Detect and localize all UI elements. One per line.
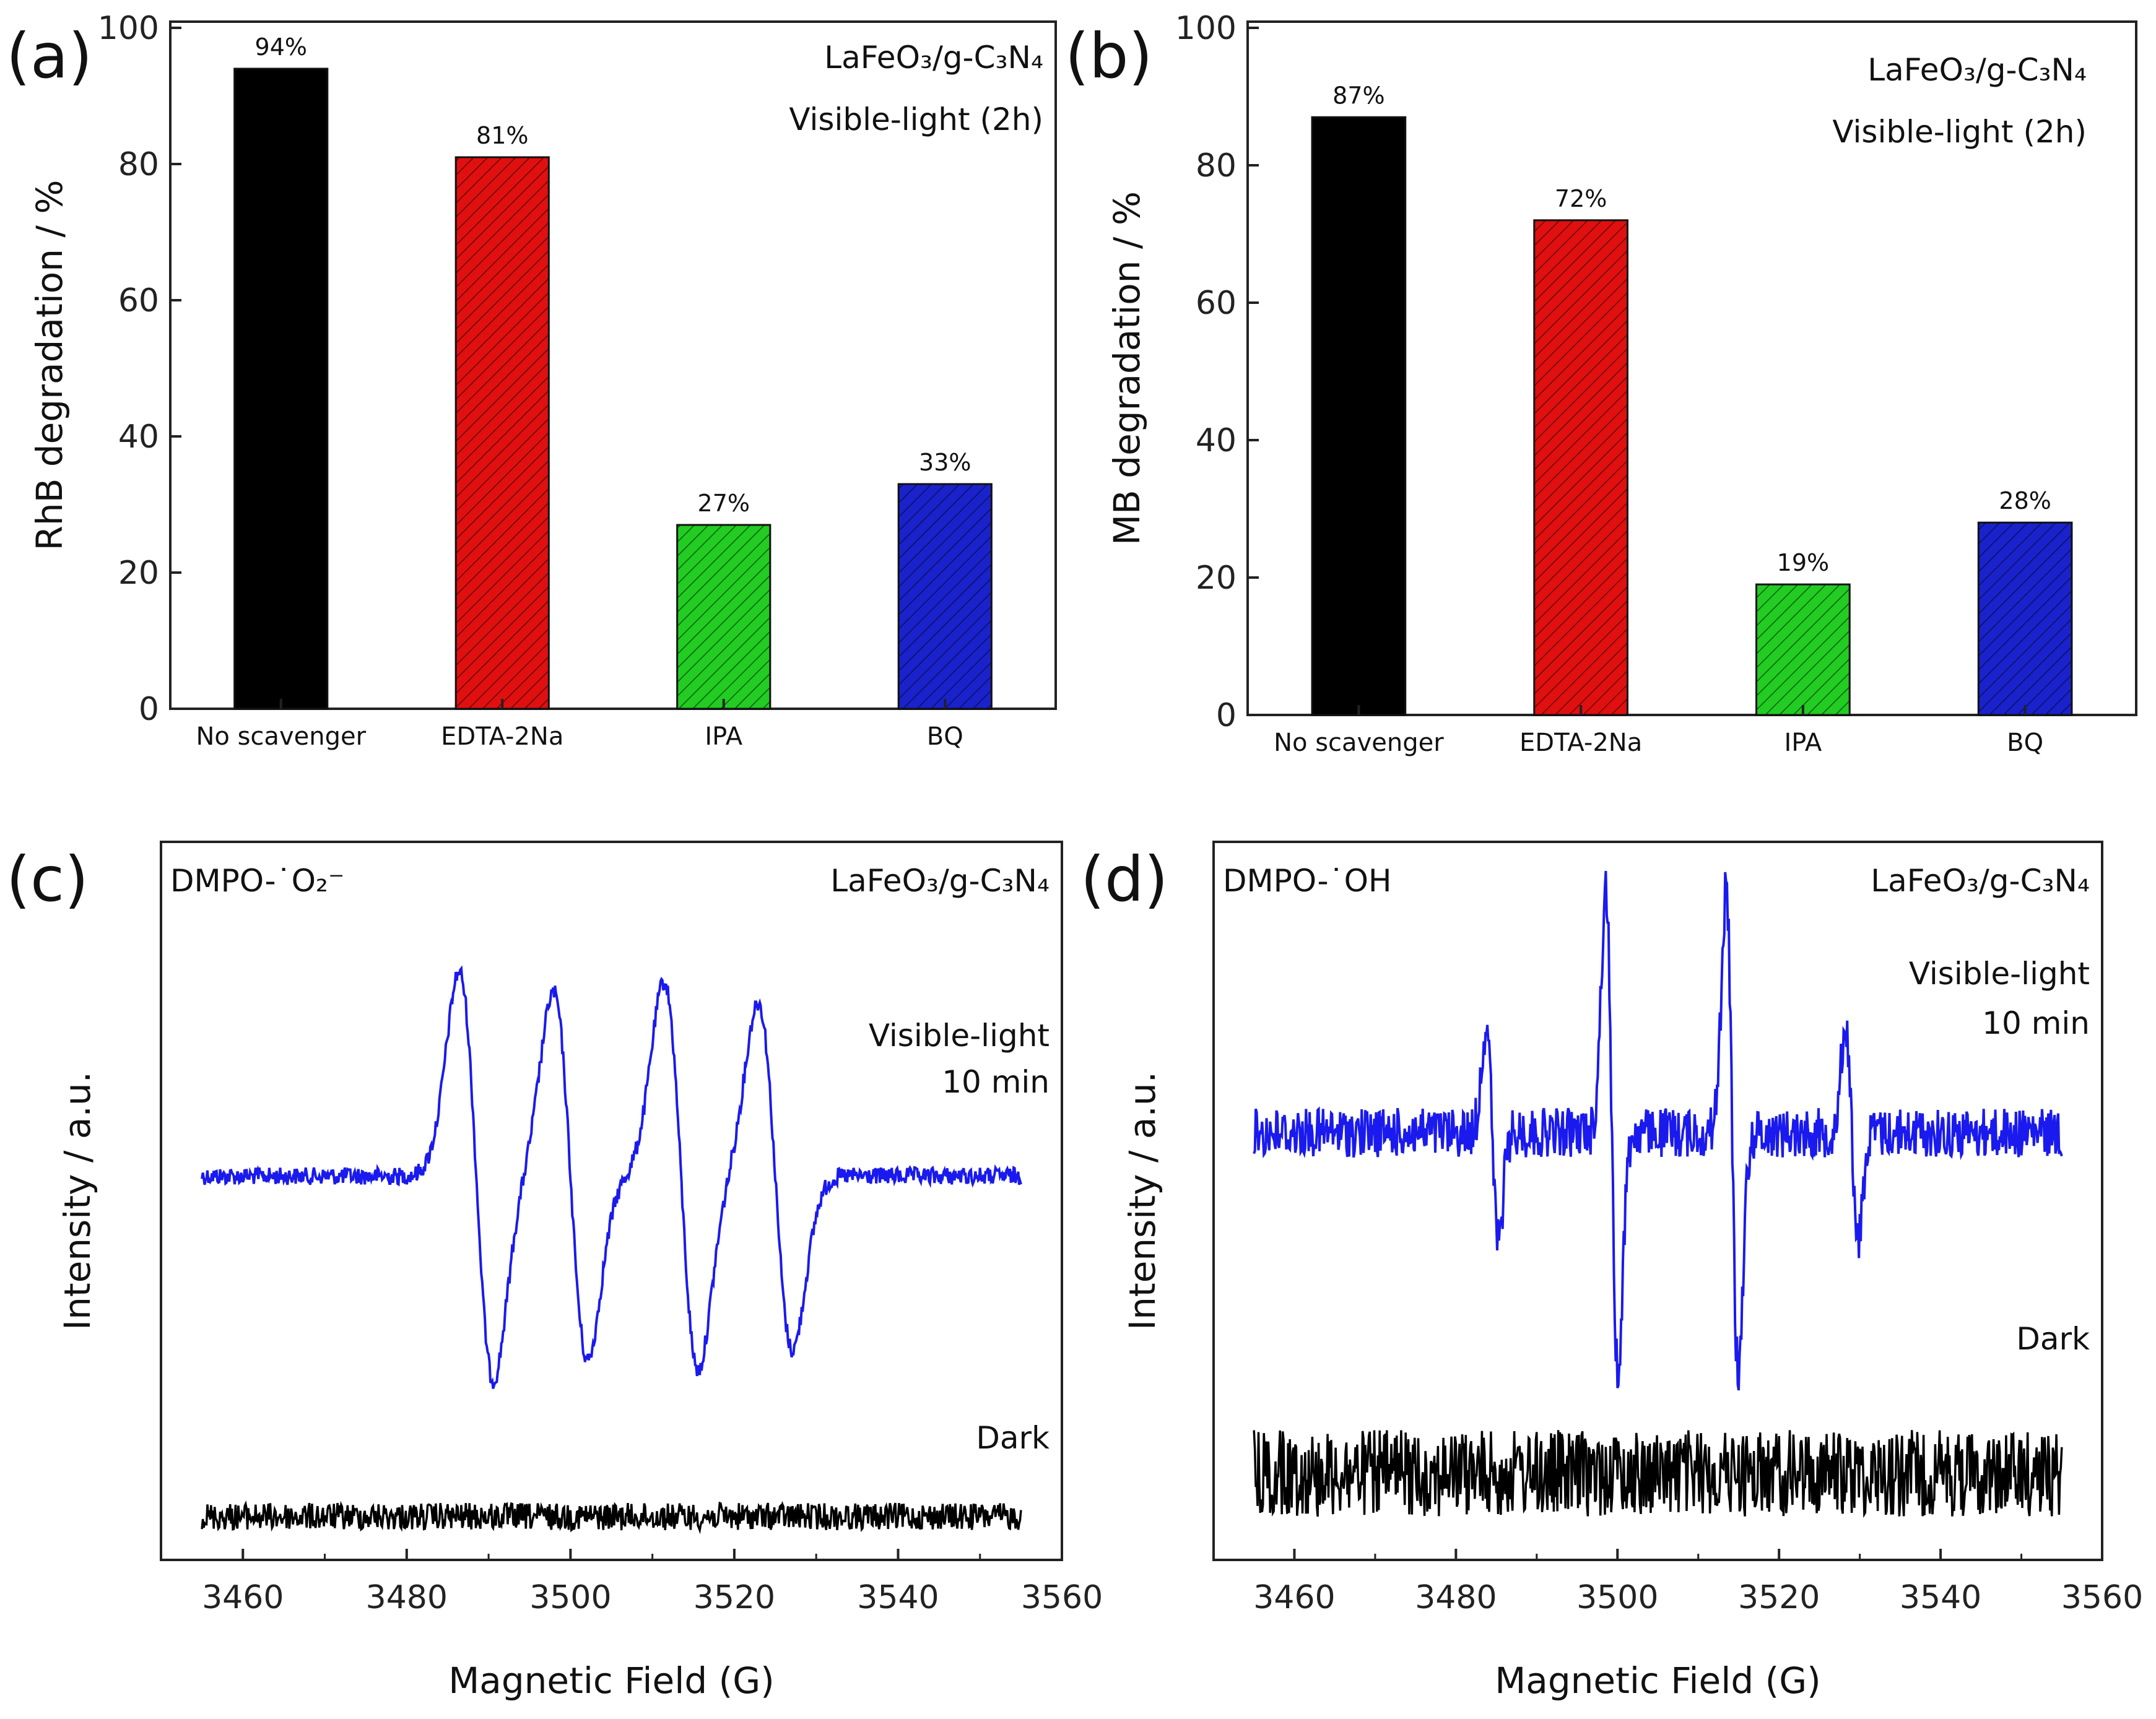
panel-label: (b) bbox=[1065, 20, 1153, 92]
spectrum-visible-light bbox=[1253, 870, 2063, 1391]
spectrum-dark bbox=[201, 1500, 1022, 1535]
x-category-label: EDTA-2Na bbox=[1519, 729, 1642, 757]
x-tick-label: 3480 bbox=[366, 1579, 448, 1616]
x-category-label: No scavenger bbox=[196, 722, 366, 751]
y-tick-label: 80 bbox=[118, 146, 159, 183]
dark-annotation: Dark bbox=[976, 1420, 1050, 1456]
y-tick-label: 40 bbox=[1196, 422, 1237, 459]
species-label: DMPO-˙OH bbox=[1223, 863, 1392, 899]
bar-data-label: 94% bbox=[255, 33, 307, 61]
time-annotation: 10 min bbox=[942, 1064, 1050, 1100]
y-axis-title: MB degradation / % bbox=[1106, 191, 1148, 545]
species-label: DMPO-˙O₂⁻ bbox=[170, 863, 344, 899]
x-category-label: BQ bbox=[2007, 729, 2043, 757]
x-tick-label: 3560 bbox=[2061, 1579, 2143, 1616]
y-tick-label: 0 bbox=[139, 691, 159, 728]
x-category-label: IPA bbox=[1784, 729, 1822, 757]
x-axis-title: Magnetic Field (G) bbox=[1495, 1660, 1821, 1702]
panel-d: (d) 3460 3480 3500 3520 3540 3560 Magnetic Fiel… bbox=[1080, 841, 2143, 1702]
bar-edta-2na bbox=[1533, 219, 1628, 716]
condition-annotation: Visible-light (2h) bbox=[789, 102, 1043, 137]
panel-a: (a) 0 20 40 60 80 100 RhB degradation / % 94% No … bbox=[6, 10, 1057, 751]
spectrum-visible-light bbox=[201, 965, 1022, 1389]
panel-label: (c) bbox=[6, 843, 89, 916]
y-tick-label: 100 bbox=[1175, 10, 1237, 47]
x-tick-label: 3520 bbox=[1738, 1579, 1820, 1616]
y-tick-label: 60 bbox=[118, 282, 159, 319]
y-tick-label: 80 bbox=[1196, 147, 1237, 184]
bar-bq bbox=[897, 483, 993, 710]
plot-frame bbox=[1212, 841, 2103, 1561]
x-tick-label: 3560 bbox=[1021, 1579, 1103, 1616]
y-tick-label: 20 bbox=[118, 555, 159, 592]
y-tick-label: 0 bbox=[1216, 697, 1237, 734]
light-annotation: Visible-light bbox=[869, 1018, 1050, 1054]
y-axis-title: Intensity / a.u. bbox=[56, 1072, 98, 1330]
y-tick-label: 20 bbox=[1196, 560, 1237, 597]
plot-frame bbox=[160, 841, 1063, 1561]
x-tick-label: 3500 bbox=[529, 1579, 611, 1616]
sample-annotation: LaFeO₃/g-C₃N₄ bbox=[824, 40, 1043, 76]
sample-annotation: LaFeO₃/g-C₃N₄ bbox=[830, 863, 1050, 899]
bar-data-label: 87% bbox=[1332, 82, 1384, 109]
x-tick-label: 3460 bbox=[1253, 1579, 1335, 1616]
bar-data-label: 27% bbox=[698, 490, 750, 517]
time-annotation: 10 min bbox=[1982, 1005, 2090, 1041]
plot-frame bbox=[1246, 20, 2137, 716]
bar-no-scavenger bbox=[233, 67, 329, 710]
x-tick-label: 3540 bbox=[857, 1579, 939, 1616]
bar-no-scavenger bbox=[1311, 116, 1407, 716]
spectrum-dark bbox=[1253, 1430, 2063, 1518]
panel-b: (b) 0 20 40 60 80 100 MB degradation / % 87% No s… bbox=[1065, 10, 2137, 757]
bar-bq bbox=[1977, 521, 2073, 716]
bar-ipa bbox=[676, 524, 772, 710]
bar-data-label: 81% bbox=[476, 122, 528, 149]
bar-data-label: 33% bbox=[919, 449, 971, 476]
x-tick-label: 3500 bbox=[1576, 1579, 1658, 1616]
panel-c: (c) 3460 3480 3500 3520 3540 3560 Magnetic Fiel… bbox=[6, 841, 1103, 1702]
y-axis-title: Intensity / a.u. bbox=[1121, 1072, 1163, 1330]
panel-label: (a) bbox=[6, 20, 92, 92]
bar-edta-2na bbox=[454, 156, 550, 710]
y-axis-title: RhB degradation / % bbox=[28, 180, 71, 551]
y-tick-label: 100 bbox=[98, 10, 159, 47]
condition-annotation: Visible-light (2h) bbox=[1832, 114, 2087, 150]
sample-annotation: LaFeO₃/g-C₃N₄ bbox=[1871, 863, 2090, 899]
x-tick-label: 3480 bbox=[1415, 1579, 1497, 1616]
bar-data-label: 19% bbox=[1777, 549, 1829, 576]
x-tick-label: 3540 bbox=[1900, 1579, 1981, 1616]
x-category-label: No scavenger bbox=[1274, 729, 1444, 757]
bar-ipa bbox=[1755, 583, 1851, 716]
bar-data-label: 28% bbox=[1999, 487, 2051, 514]
bar-data-label: 72% bbox=[1555, 185, 1607, 212]
x-axis-title: Magnetic Field (G) bbox=[448, 1660, 775, 1702]
y-tick-label: 40 bbox=[118, 418, 159, 456]
light-annotation: Visible-light bbox=[1909, 956, 2090, 992]
x-tick-label: 3520 bbox=[693, 1579, 775, 1616]
y-tick-label: 60 bbox=[1196, 285, 1237, 322]
plot-frame bbox=[169, 20, 1057, 710]
sample-annotation: LaFeO₃/g-C₃N₄ bbox=[1867, 52, 2087, 88]
x-category-label: BQ bbox=[927, 722, 963, 751]
dark-annotation: Dark bbox=[2016, 1321, 2090, 1357]
x-category-label: EDTA-2Na bbox=[441, 722, 563, 751]
x-tick-label: 3460 bbox=[202, 1579, 284, 1616]
x-category-label: IPA bbox=[705, 722, 742, 751]
panel-label: (d) bbox=[1080, 843, 1168, 916]
